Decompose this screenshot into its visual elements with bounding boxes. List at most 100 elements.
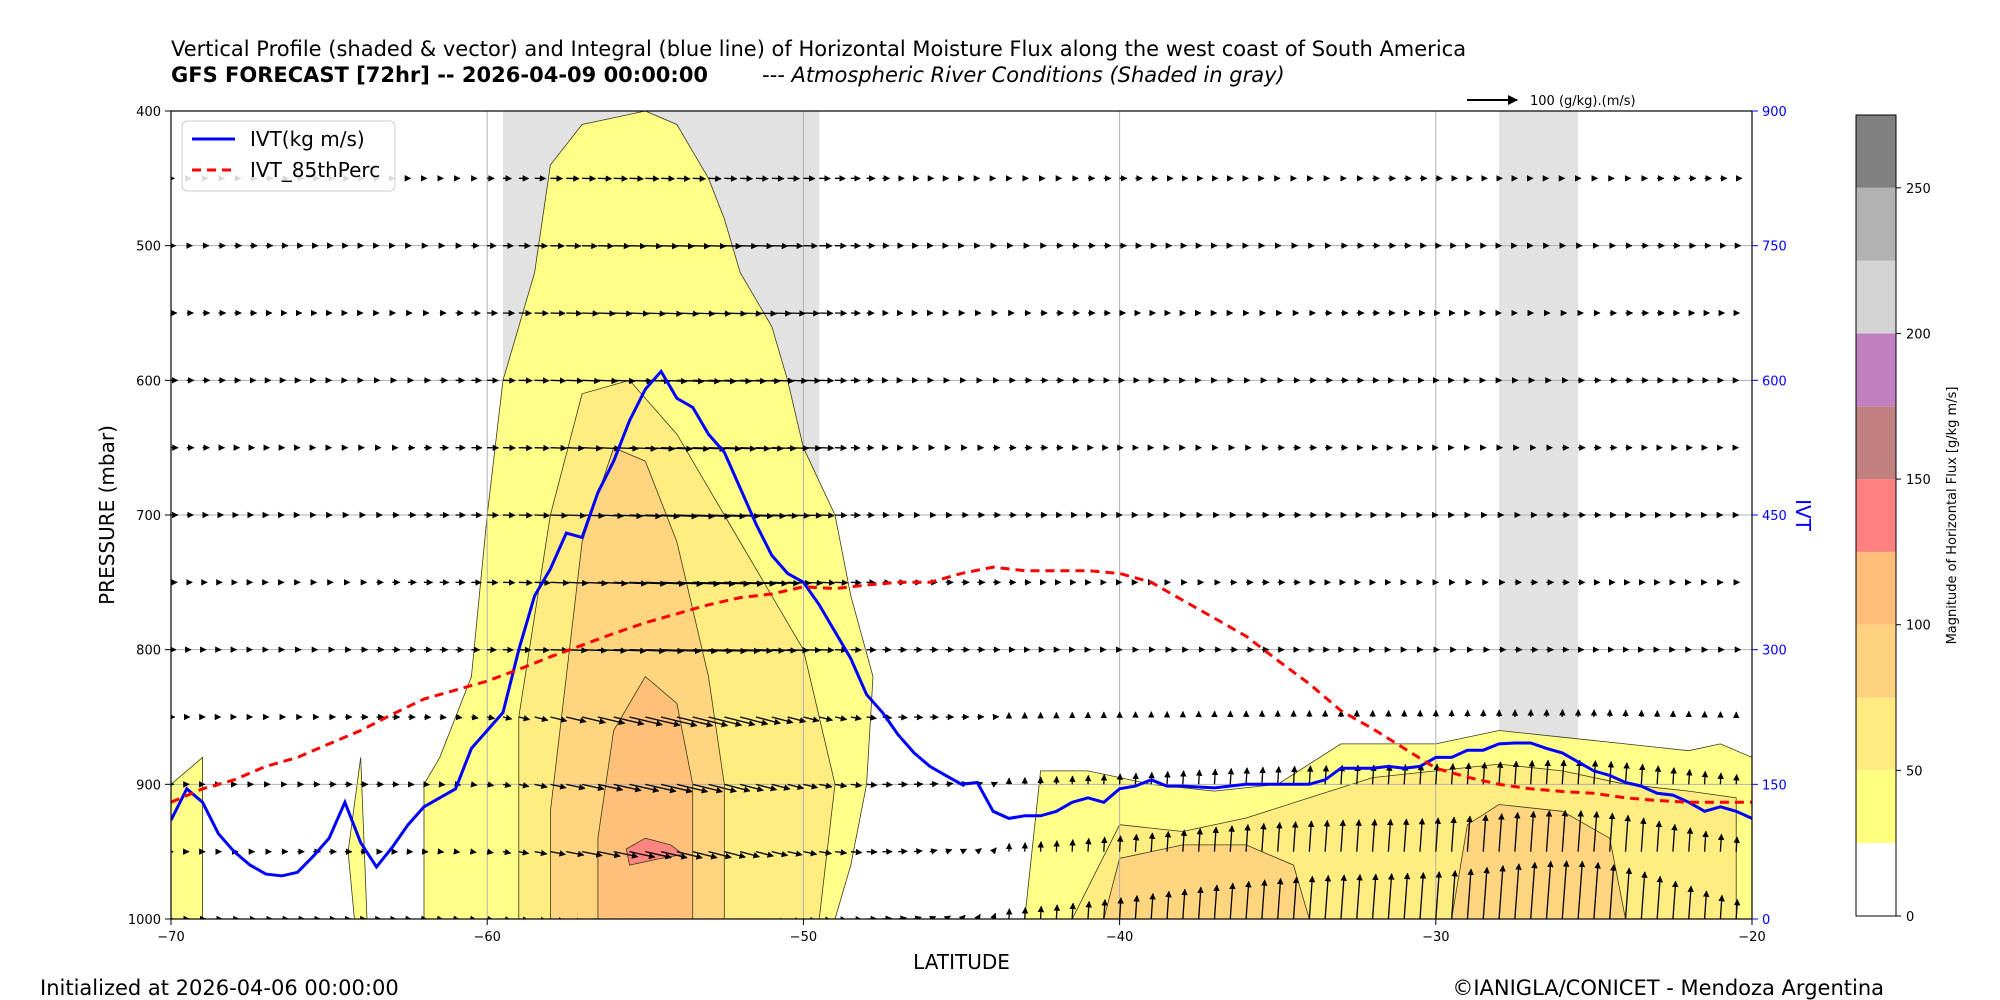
- flux-vector: [1450, 869, 1458, 919]
- flux-vector: [645, 580, 686, 587]
- y-tick-label: 800: [136, 644, 161, 659]
- flux-vector: [787, 647, 810, 654]
- flux-vector: [1101, 836, 1108, 852]
- flux-vector: [1356, 873, 1363, 919]
- y2-tick-label: 750: [1762, 240, 1787, 255]
- flux-vector: [629, 918, 633, 919]
- flux-vector: [739, 716, 769, 726]
- flux-vector: [518, 579, 533, 586]
- flux-vector: [645, 783, 677, 794]
- flux-vector: [629, 310, 650, 317]
- flux-vector: [755, 783, 778, 792]
- flux-vector: [803, 849, 818, 857]
- flux-vector: [787, 716, 807, 724]
- flux-vector: [740, 242, 758, 250]
- flux-vector: [771, 783, 791, 791]
- flux-vector: [755, 851, 774, 858]
- flux-vector: [1435, 871, 1443, 919]
- flux-vector: [990, 781, 998, 788]
- flux-vector: [1116, 835, 1124, 852]
- flux-vector: [1624, 814, 1631, 852]
- chart-subtitle: GFS FORECAST [72hr] -- 2026-04-09 00:00:…: [171, 63, 1285, 87]
- flux-vector: [661, 445, 693, 452]
- flux-vector: [613, 783, 642, 793]
- ivt-lines: [171, 368, 1752, 878]
- y-tick-label: 500: [136, 240, 161, 255]
- flux-vector: [1355, 819, 1362, 852]
- flux-vector: [1593, 861, 1601, 919]
- flux-vector: [1528, 760, 1536, 785]
- flux-vector: [613, 242, 631, 250]
- flux-vector: [1733, 898, 1741, 919]
- flux-vector: [1385, 764, 1393, 785]
- flux-vector: [629, 512, 662, 520]
- flux-vector: [1259, 766, 1266, 785]
- flux-vector: [1308, 875, 1316, 919]
- x-tick-label: −50: [790, 930, 817, 945]
- colorbar-segment: [1856, 115, 1896, 188]
- flux-vector: [1686, 768, 1693, 785]
- flux-vector: [1260, 822, 1267, 852]
- y-tick-label: 600: [136, 374, 161, 389]
- flux-vector: [1213, 884, 1220, 919]
- colorbar-tick-label: 150: [1906, 473, 1931, 488]
- y-tick-label: 1000: [128, 913, 161, 928]
- flux-vector: [629, 445, 658, 452]
- flux-vector: [1165, 890, 1172, 919]
- flux-vector: [645, 851, 672, 860]
- flux-vector: [676, 851, 703, 860]
- flux-vector: [1085, 837, 1092, 852]
- flux-vector: [582, 647, 608, 654]
- flux-vector: [819, 849, 833, 856]
- flux-vector: [534, 715, 549, 722]
- ivt-85th-percentile-line: [171, 565, 1752, 804]
- flux-vector: [1496, 761, 1504, 785]
- flux-vector: [566, 512, 587, 519]
- flux-vector: [1577, 860, 1586, 919]
- flux-vector: [1702, 830, 1709, 852]
- flux-vector: [1402, 818, 1410, 852]
- flux-vector: [661, 310, 683, 317]
- flux-vector: [1371, 818, 1378, 852]
- flux-vector: [660, 783, 693, 794]
- flux-vector: [803, 444, 822, 452]
- flux-vector: [1512, 760, 1520, 785]
- flux-vector: [708, 716, 743, 727]
- flux-vector: [1671, 823, 1678, 852]
- flux-vector: [597, 851, 621, 859]
- flux-vector: [708, 242, 727, 250]
- flux-vector: [471, 713, 479, 721]
- flux-vector: [834, 715, 848, 722]
- flux-vector: [708, 783, 737, 794]
- colorbar-segment: [1856, 187, 1896, 261]
- flux-vector: [819, 715, 834, 722]
- flux-vector: [1560, 759, 1567, 785]
- flux-vector: [1292, 876, 1300, 919]
- x-tick-label: −30: [1422, 930, 1449, 945]
- flux-vector: [1702, 890, 1710, 919]
- flux-vector: [929, 780, 939, 788]
- copyright-label: ©IANIGLA/CONICET - Mendoza Argentina: [1452, 976, 1884, 1000]
- flux-vector: [1164, 770, 1171, 785]
- flux-vector: [1053, 904, 1061, 919]
- flux-vector: [550, 783, 567, 790]
- flux-vector: [1133, 895, 1140, 919]
- flux-vector: [1229, 882, 1236, 919]
- colorbar-tick-label: 50: [1906, 764, 1923, 779]
- flux-vector: [613, 851, 639, 859]
- flux-vector: [834, 579, 849, 586]
- flux-vector: [866, 714, 877, 721]
- flux-vector: [470, 781, 478, 788]
- legend-label: IVT_85thPerc: [250, 158, 380, 182]
- flux-vector: [898, 713, 908, 721]
- flux-vector: [676, 377, 705, 385]
- flux-vector: [1164, 830, 1172, 852]
- flux-vector: [645, 918, 649, 919]
- flux-vector: [1717, 772, 1724, 785]
- flux-vector: [929, 848, 938, 855]
- flux-vector: [1371, 873, 1379, 919]
- flux-vector: [945, 780, 954, 788]
- flux-vector: [613, 377, 636, 385]
- colorbar-tick-label: 0: [1906, 910, 1914, 925]
- y-tick-label: 400: [136, 105, 161, 120]
